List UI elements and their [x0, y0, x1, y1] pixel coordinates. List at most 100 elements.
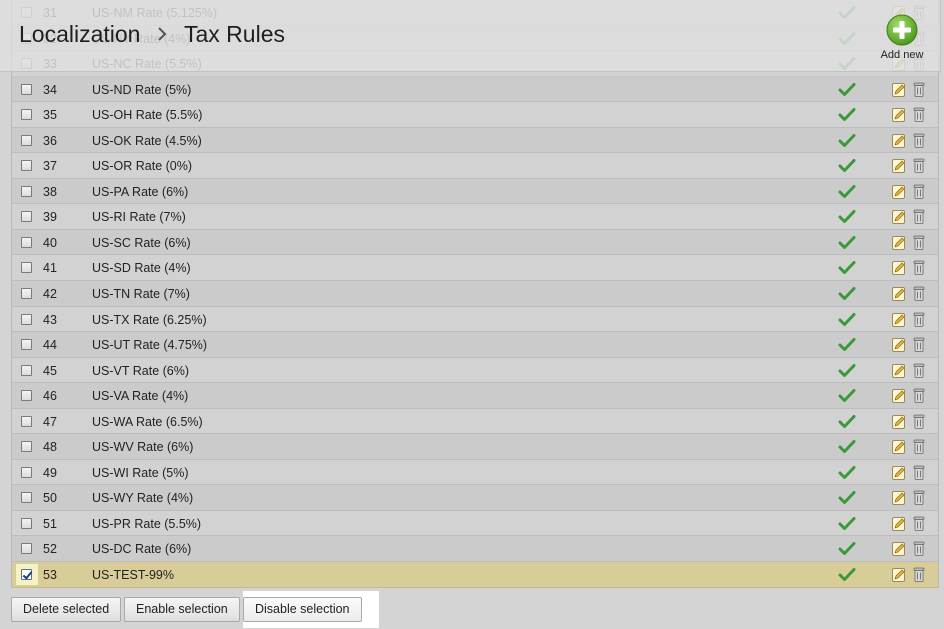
trash-icon[interactable] [913, 541, 925, 557]
add-new-button[interactable]: Add new [878, 14, 926, 64]
table-row[interactable]: 39 US-RI Rate (7%) [12, 204, 938, 230]
active-check-icon[interactable] [838, 107, 856, 122]
rule-name[interactable]: US-WI Rate (5%) [92, 465, 189, 480]
table-row[interactable]: 37 US-OR Rate (0%) [12, 153, 938, 179]
table-row[interactable]: 50 US-WY Rate (4%) [12, 485, 938, 511]
trash-icon[interactable] [913, 337, 925, 353]
edit-icon[interactable] [892, 209, 906, 225]
trash-icon[interactable] [913, 490, 925, 506]
rule-name[interactable]: US-PR Rate (5.5%) [92, 516, 202, 531]
edit-icon[interactable] [892, 516, 906, 531]
edit-icon[interactable] [892, 490, 906, 506]
edit-icon[interactable] [892, 363, 906, 378]
edit-icon[interactable] [892, 312, 906, 327]
edit-icon[interactable] [892, 286, 906, 302]
active-check-icon[interactable] [838, 567, 856, 582]
edit-icon[interactable] [892, 414, 906, 429]
trash-icon[interactable] [913, 260, 925, 276]
row-checkbox[interactable] [21, 185, 32, 197]
rule-name[interactable]: US-PA Rate (6%) [92, 184, 189, 199]
edit-icon[interactable] [892, 260, 906, 276]
active-check-icon[interactable] [838, 260, 856, 275]
row-checkbox[interactable] [21, 364, 32, 376]
active-check-icon[interactable] [838, 337, 856, 352]
edit-icon[interactable] [892, 158, 906, 174]
trash-icon[interactable] [913, 82, 925, 97]
row-checkbox[interactable] [21, 83, 32, 95]
active-check-icon[interactable] [838, 312, 856, 327]
table-row[interactable]: 45 US-VT Rate (6%) [12, 357, 938, 384]
active-check-icon[interactable] [838, 235, 856, 250]
table-row[interactable]: 36 US-OK Rate (4.5%) [12, 127, 938, 154]
edit-icon[interactable] [892, 541, 906, 557]
row-checkbox[interactable] [21, 134, 32, 146]
enable-selection-button[interactable]: Enable selection [124, 597, 240, 622]
edit-icon[interactable] [892, 388, 906, 404]
row-checkbox[interactable] [21, 517, 32, 529]
row-checkbox[interactable] [21, 543, 32, 555]
rule-name[interactable]: US-TEST-99% [92, 568, 174, 583]
rule-name[interactable]: US-TN Rate (7%) [92, 287, 190, 302]
active-check-icon[interactable] [838, 133, 856, 148]
table-row[interactable]: 34 US-ND Rate (5%) [12, 76, 938, 103]
rule-name[interactable]: US-OK Rate (4.5%) [92, 133, 202, 148]
rule-name[interactable]: US-SC Rate (6%) [92, 235, 191, 250]
trash-icon[interactable] [913, 286, 925, 301]
active-check-icon[interactable] [838, 363, 856, 378]
active-check-icon[interactable] [838, 209, 856, 224]
edit-icon[interactable] [892, 439, 906, 455]
trash-icon[interactable] [913, 312, 925, 327]
trash-icon[interactable] [913, 516, 925, 531]
table-row[interactable]: 53 US-TEST-99% [12, 562, 938, 588]
row-checkbox[interactable] [21, 236, 32, 248]
rule-name[interactable]: US-SD Rate (4%) [92, 261, 191, 276]
delete-selected-button[interactable]: Delete selected [11, 597, 122, 622]
edit-icon[interactable] [892, 82, 906, 97]
row-checkbox[interactable] [21, 160, 32, 172]
table-row[interactable]: 49 US-WI Rate (5%) [12, 459, 938, 486]
table-row[interactable]: 52 US-DC Rate (6%) [12, 536, 938, 563]
rule-name[interactable]: US-ND Rate (5%) [92, 82, 192, 97]
row-checkbox[interactable] [21, 288, 32, 300]
active-check-icon[interactable] [838, 184, 856, 199]
table-row[interactable]: 43 US-TX Rate (6.25%) [12, 306, 938, 333]
row-checkbox[interactable] [21, 313, 32, 325]
rule-name[interactable]: US-VT Rate (6%) [92, 363, 190, 378]
active-check-icon[interactable] [838, 439, 856, 454]
table-row[interactable]: 48 US-WV Rate (6%) [12, 434, 938, 460]
trash-icon[interactable] [913, 209, 925, 225]
table-row[interactable]: 44 US-UT Rate (4.75%) [12, 332, 938, 358]
edit-icon[interactable] [892, 337, 906, 353]
active-check-icon[interactable] [838, 286, 856, 301]
trash-icon[interactable] [913, 414, 925, 429]
trash-icon[interactable] [913, 388, 925, 404]
edit-icon[interactable] [892, 133, 906, 148]
trash-icon[interactable] [913, 107, 925, 123]
row-checkbox[interactable] [21, 466, 32, 478]
rule-name[interactable]: US-WA Rate (6.5%) [92, 414, 203, 429]
rule-name[interactable]: US-RI Rate (7%) [92, 210, 186, 225]
rule-name[interactable]: US-OH Rate (5.5%) [92, 108, 203, 123]
rule-name[interactable]: US-UT Rate (4.75%) [92, 338, 208, 353]
rule-name[interactable]: US-DC Rate (6%) [92, 542, 192, 557]
table-row[interactable]: 41 US-SD Rate (4%) [12, 255, 938, 282]
trash-icon[interactable] [913, 184, 925, 199]
trash-icon[interactable] [913, 363, 925, 378]
trash-icon[interactable] [913, 235, 925, 250]
active-check-icon[interactable] [838, 516, 856, 531]
active-check-icon[interactable] [838, 541, 856, 556]
rule-name[interactable]: US-VA Rate (4%) [92, 389, 189, 404]
table-row[interactable]: 42 US-TN Rate (7%) [12, 281, 938, 307]
row-checkbox[interactable] [21, 339, 32, 351]
table-row[interactable]: 46 US-VA Rate (4%) [12, 383, 938, 409]
row-checkbox[interactable] [21, 109, 32, 121]
table-row[interactable]: 38 US-PA Rate (6%) [12, 178, 938, 205]
edit-icon[interactable] [892, 184, 906, 199]
table-row[interactable]: 35 US-OH Rate (5.5%) [12, 102, 938, 128]
active-check-icon[interactable] [838, 490, 856, 505]
trash-icon[interactable] [913, 567, 925, 582]
table-row[interactable]: 47 US-WA Rate (6.5%) [12, 408, 938, 435]
rule-name[interactable]: US-WY Rate (4%) [92, 491, 194, 506]
edit-icon[interactable] [892, 567, 906, 583]
edit-icon[interactable] [892, 235, 906, 250]
